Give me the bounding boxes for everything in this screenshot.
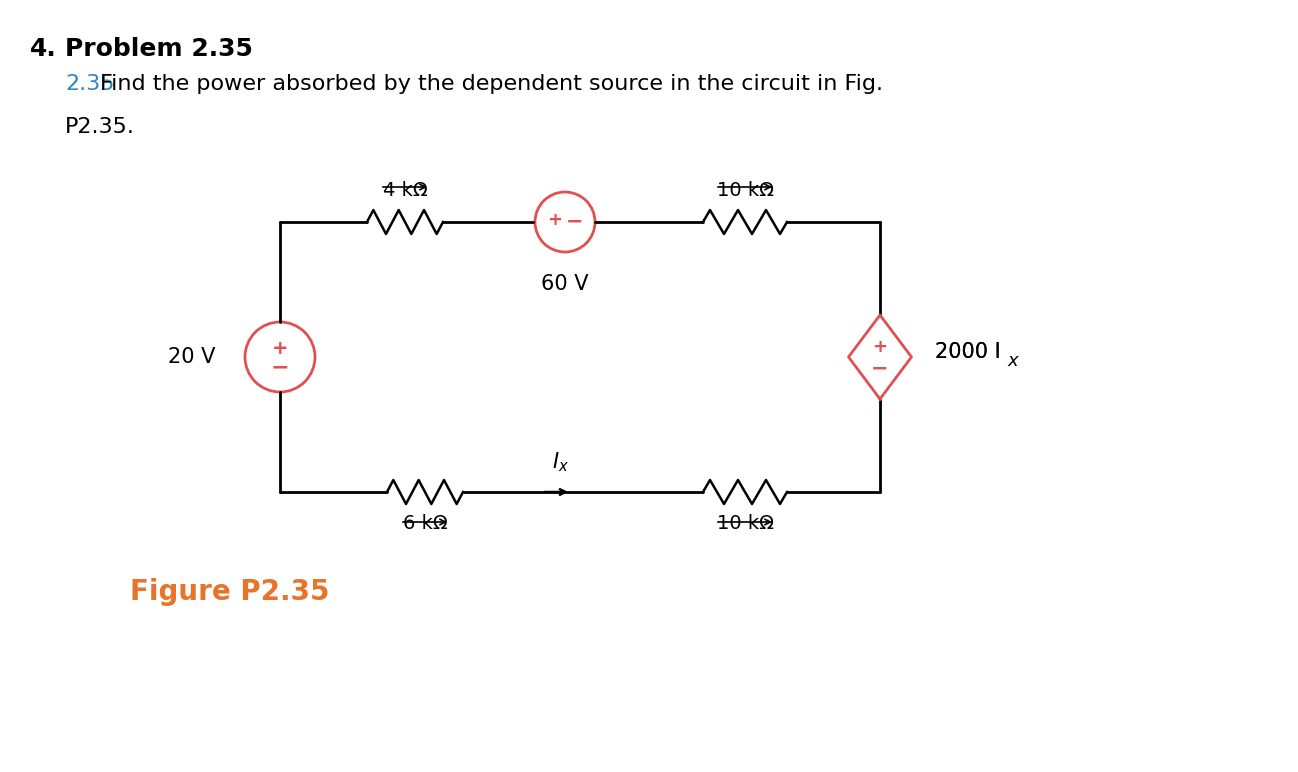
Text: +: + [872,338,888,356]
Text: $I_x$: $I_x$ [552,450,569,474]
Text: 10 kΩ: 10 kΩ [716,514,774,533]
Text: −: − [566,212,584,232]
Text: Figure P2.35: Figure P2.35 [130,578,330,606]
Text: 10 kΩ: 10 kΩ [716,181,774,200]
Text: −: − [871,359,889,379]
Text: +: + [548,211,562,229]
Text: Problem 2.35: Problem 2.35 [65,37,253,61]
Text: 6 kΩ: 6 kΩ [402,514,448,533]
Text: 2.35: 2.35 [65,74,114,94]
Text: P2.35.: P2.35. [65,117,135,137]
Text: Find the power absorbed by the dependent source in the circuit in Fig.: Find the power absorbed by the dependent… [100,74,883,94]
Text: 2000 I: 2000 I [935,342,1001,362]
Text: x: x [1007,352,1018,370]
Text: 20 V: 20 V [167,347,215,367]
Text: +: + [271,340,288,358]
Text: 4.: 4. [30,37,57,61]
Text: 2000 I: 2000 I [935,342,1001,362]
Text: −: − [271,357,289,377]
Text: 60 V: 60 V [541,274,589,294]
Text: 4 kΩ: 4 kΩ [383,181,427,200]
